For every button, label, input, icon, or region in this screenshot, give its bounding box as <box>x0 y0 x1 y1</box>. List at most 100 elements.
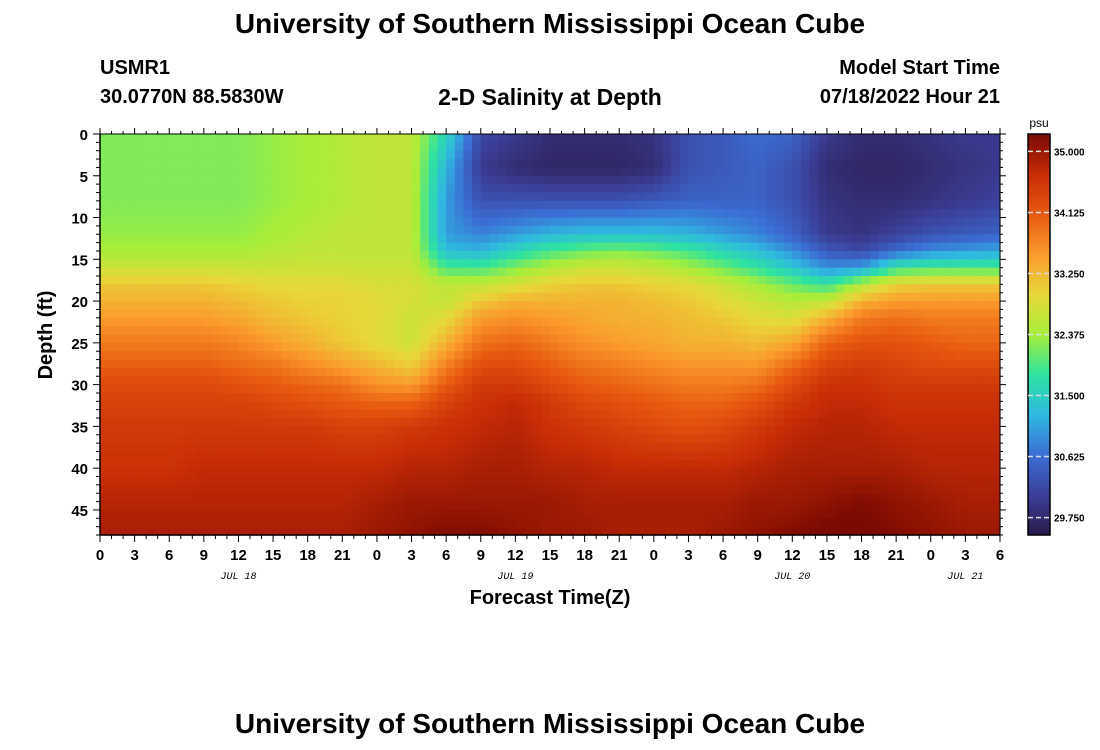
heatmap-cell <box>515 468 525 478</box>
heatmap-cell <box>212 443 222 453</box>
heatmap-cell <box>428 367 439 377</box>
heatmap-cell <box>558 526 568 536</box>
heatmap-cell <box>896 501 906 511</box>
heatmap-cell <box>125 392 136 402</box>
heatmap-cell <box>783 476 793 486</box>
heatmap-cell <box>437 167 447 177</box>
heatmap-cell <box>108 317 118 327</box>
heatmap-cell <box>653 443 664 453</box>
heatmap-cell <box>688 309 698 319</box>
heatmap-cell <box>480 276 491 285</box>
heatmap-cell <box>117 225 127 235</box>
heatmap-cell <box>385 267 395 277</box>
heatmap-cell <box>238 351 248 361</box>
heatmap-cell <box>671 259 681 269</box>
heatmap-cell <box>532 401 542 411</box>
heatmap-cell <box>169 175 179 185</box>
heatmap-cell <box>610 242 620 252</box>
heatmap-cell <box>247 200 257 210</box>
heatmap-cell <box>783 443 793 453</box>
heatmap-cell <box>472 309 482 319</box>
heatmap-cell <box>844 518 854 528</box>
heatmap-cell <box>800 509 811 519</box>
heatmap-cell <box>896 209 906 219</box>
heatmap-cell <box>740 150 750 160</box>
heatmap-cell <box>870 418 880 427</box>
heatmap-cell <box>203 476 214 486</box>
heatmap-cell <box>325 134 335 143</box>
heatmap-cell <box>420 150 430 160</box>
heatmap-cell <box>809 476 819 486</box>
heatmap-cell <box>792 334 802 344</box>
heatmap-cell <box>783 209 793 219</box>
heatmap-cell <box>965 259 975 269</box>
heatmap-cell <box>930 476 941 486</box>
heatmap-cell <box>593 134 603 143</box>
heatmap-cell <box>714 167 724 177</box>
heatmap-cell <box>852 351 863 361</box>
heatmap-cell <box>195 401 205 411</box>
heatmap-cell <box>325 259 335 269</box>
heatmap-cell <box>740 167 750 177</box>
heatmap-cell <box>411 159 421 169</box>
heatmap-cell <box>723 476 733 486</box>
heatmap-cell <box>203 509 214 519</box>
heatmap-cell <box>688 276 698 285</box>
heatmap-cell <box>792 493 802 503</box>
heatmap-cell <box>402 326 413 336</box>
heatmap-cell <box>238 451 248 461</box>
heatmap-cell <box>498 292 508 302</box>
heatmap-cell <box>922 142 932 152</box>
heatmap-cell <box>558 150 568 160</box>
heatmap-cell <box>524 225 534 235</box>
heatmap-cell <box>887 367 897 377</box>
heatmap-cell <box>619 250 629 260</box>
heatmap-cell <box>454 242 465 252</box>
heatmap-cell <box>809 292 819 302</box>
heatmap-cell <box>368 217 378 227</box>
heatmap-cell <box>861 317 871 327</box>
heatmap-cell <box>359 167 369 177</box>
heatmap-cell <box>394 267 404 277</box>
heatmap-cell <box>212 276 222 285</box>
heatmap-cell <box>290 234 300 244</box>
heatmap-cell <box>567 501 577 511</box>
heatmap-cell <box>567 192 577 202</box>
heatmap-cell <box>108 234 118 244</box>
heatmap-cell <box>567 259 577 269</box>
heatmap-cell <box>498 351 508 361</box>
heatmap-cell <box>385 175 395 185</box>
heatmap-cell <box>714 200 724 210</box>
heatmap-cell <box>472 276 482 285</box>
heatmap-cell <box>671 192 681 202</box>
heatmap-cell <box>342 301 352 311</box>
heatmap-cell <box>186 234 196 244</box>
heatmap-cell <box>610 317 620 327</box>
heatmap-cell <box>671 443 681 453</box>
heatmap-cell <box>861 150 871 160</box>
heatmap-cell <box>359 317 369 327</box>
heatmap-cell <box>965 476 975 486</box>
heatmap-cell <box>619 326 629 336</box>
heatmap-cell <box>610 209 620 219</box>
heatmap-cell <box>177 184 188 194</box>
heatmap-cell <box>792 159 802 169</box>
heatmap-cell <box>896 409 906 419</box>
heatmap-cell <box>826 292 837 302</box>
heatmap-cell <box>749 225 759 235</box>
heatmap-cell <box>333 392 343 402</box>
heatmap-cell <box>333 159 343 169</box>
heatmap-cell <box>956 384 966 394</box>
heatmap-cell <box>376 150 387 160</box>
heatmap-cell <box>342 526 352 536</box>
heatmap-cell <box>662 326 672 336</box>
heatmap-cell <box>151 351 162 361</box>
heatmap-cell <box>913 217 923 227</box>
heatmap-cell <box>125 342 136 352</box>
heatmap-cell <box>636 476 646 486</box>
heatmap-cell <box>584 234 594 244</box>
heatmap-cell <box>844 301 854 311</box>
heatmap-cell <box>835 526 845 536</box>
heatmap-cell <box>333 526 343 536</box>
heatmap-cell <box>749 292 759 302</box>
